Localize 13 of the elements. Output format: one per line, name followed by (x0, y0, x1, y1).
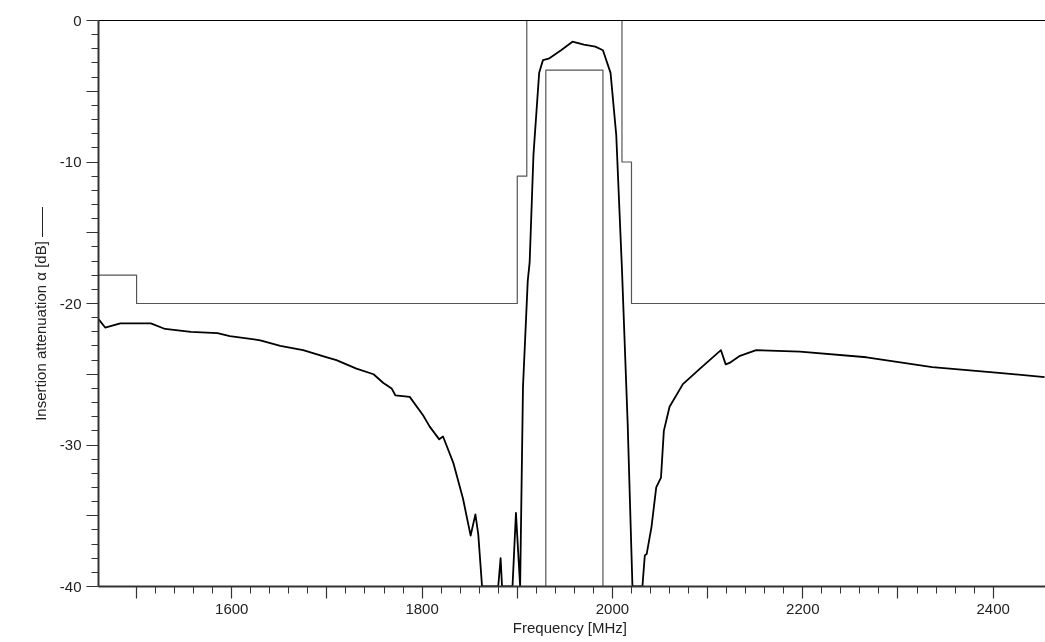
x-tick-label: 2400 (976, 599, 1010, 617)
y-tick-label: -30 (59, 436, 82, 453)
y-tick-label: -10 (59, 153, 82, 170)
x-axis-title: Frequency [MHz] (512, 618, 628, 636)
x-tick-label: 2000 (595, 599, 630, 617)
x-tick-label: 1800 (405, 599, 439, 617)
y-tick-label: -20 (59, 294, 82, 312)
x-tick-label: 1600 (215, 599, 249, 617)
line-series (98, 20, 1045, 305)
y-tick-label: -40 (59, 577, 82, 595)
y-tick-label: 0 (73, 11, 82, 29)
x-tick-label: 2200 (786, 599, 820, 617)
y-axis-title: Insertion attenuation α [dB] —— (31, 207, 49, 421)
